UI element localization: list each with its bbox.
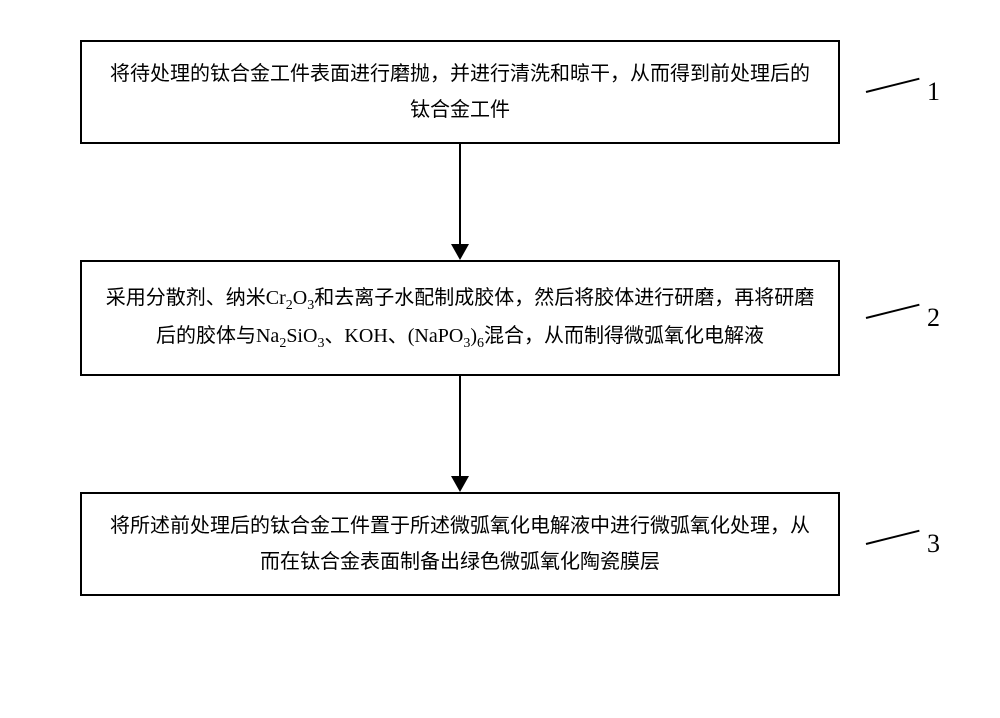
- step-number-1: 1: [927, 77, 940, 107]
- arrow-line: [459, 144, 461, 244]
- step-number-3: 3: [927, 529, 940, 559]
- step-row-1: 将待处理的钛合金工件表面进行磨抛，并进行清洗和晾干，从而得到前处理后的钛合金工件…: [80, 40, 940, 144]
- step-row-2: 采用分散剂、纳米Cr2O3和去离子水配制成胶体，然后将胶体进行研磨，再将研磨后的…: [80, 260, 940, 376]
- step-text-3: 将所述前处理后的钛合金工件置于所述微弧氧化电解液中进行微弧氧化处理，从而在钛合金…: [102, 508, 818, 580]
- step-box-2: 采用分散剂、纳米Cr2O3和去离子水配制成胶体，然后将胶体进行研磨，再将研磨后的…: [80, 260, 840, 376]
- step-row-3: 将所述前处理后的钛合金工件置于所述微弧氧化电解液中进行微弧氧化处理，从而在钛合金…: [80, 492, 940, 596]
- arrow-head-icon: [451, 244, 469, 260]
- step-label-1: 1: [866, 77, 940, 107]
- arrow-line: [459, 376, 461, 476]
- step-label-2: 2: [866, 303, 940, 333]
- flowchart-container: 将待处理的钛合金工件表面进行磨抛，并进行清洗和晾干，从而得到前处理后的钛合金工件…: [0, 0, 1000, 636]
- leader-line: [866, 304, 920, 319]
- arrow-1: [80, 144, 840, 260]
- step-text-2: 采用分散剂、纳米Cr2O3和去离子水配制成胶体，然后将胶体进行研磨，再将研磨后的…: [102, 280, 818, 356]
- arrow-head-icon: [451, 476, 469, 492]
- step-label-3: 3: [866, 529, 940, 559]
- step-text-1: 将待处理的钛合金工件表面进行磨抛，并进行清洗和晾干，从而得到前处理后的钛合金工件: [102, 56, 818, 128]
- arrow-2: [80, 376, 840, 492]
- step-number-2: 2: [927, 303, 940, 333]
- step-box-3: 将所述前处理后的钛合金工件置于所述微弧氧化电解液中进行微弧氧化处理，从而在钛合金…: [80, 492, 840, 596]
- step-box-1: 将待处理的钛合金工件表面进行磨抛，并进行清洗和晾干，从而得到前处理后的钛合金工件: [80, 40, 840, 144]
- leader-line: [866, 78, 920, 93]
- leader-line: [866, 530, 920, 545]
